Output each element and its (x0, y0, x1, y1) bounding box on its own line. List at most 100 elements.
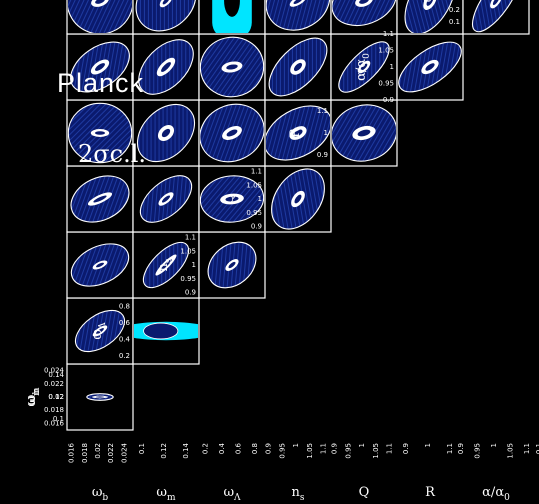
y-tick-label: 1.05 (378, 47, 394, 55)
x-tick-label: 1.05 (507, 443, 515, 459)
center-contour (425, 63, 435, 71)
center-contour (160, 259, 172, 271)
panel-wm-ns (132, 231, 200, 299)
panel-Q-tau (330, 0, 398, 35)
center-contour (359, 0, 369, 4)
y-tick-label: 0.6 (119, 319, 131, 327)
panel-ns-a (264, 33, 332, 101)
center-contour (226, 129, 238, 137)
panel-R-tau (396, 0, 464, 35)
y-tick-label: 0.9 (185, 289, 196, 297)
x-axis-label-ns: ns (292, 485, 305, 503)
x-tick-label: 1 (424, 443, 432, 447)
y-tick-label: 0.9 (317, 151, 328, 159)
y-tick-label: 0.14 (48, 371, 64, 379)
center-contour (93, 195, 107, 203)
y-tick-label: 0.95 (180, 275, 196, 283)
center-contour (95, 396, 105, 398)
center-contour (357, 129, 371, 137)
chart-title: Planck (57, 68, 145, 98)
y-tick-label: 1.1 (383, 30, 394, 38)
y-tick-label: 1 (324, 129, 328, 137)
x-tick-label: 0.016 (68, 442, 76, 463)
chart-subtitle: 2σc.l. (78, 140, 147, 168)
panel-wb-wm (66, 363, 134, 431)
center-contour (293, 0, 303, 4)
center-contour (162, 0, 170, 5)
y-tick-label: 1.1 (185, 234, 196, 242)
y-tick-label: 0.024 (44, 367, 65, 375)
y-axis-label-a: α/α0 (354, 53, 372, 81)
panel-wm-wL (132, 297, 200, 365)
y-tick-label: 1 (390, 63, 394, 71)
panel-ns-R (264, 99, 332, 167)
x-tick-label: 1.1 (386, 443, 394, 454)
y-tick-label: 1 (258, 195, 262, 203)
y-tick-label: 0.1 (53, 415, 64, 423)
x-tick-label: 0.6 (234, 442, 242, 454)
panel-R-a (396, 33, 464, 101)
panel-wL-a (198, 33, 266, 101)
panel-wb-R (66, 99, 134, 167)
panel-wm-a (132, 33, 200, 101)
center-contour (360, 63, 368, 71)
center-contour (161, 128, 171, 138)
y-tick-label: 0.016 (44, 419, 65, 427)
x-tick-label: 0.2 (201, 443, 209, 454)
center-contour (293, 129, 303, 137)
x-tick-label: 1.1 (320, 443, 328, 454)
x-tick-label: 0.9 (457, 443, 465, 454)
center-contour (96, 262, 104, 268)
x-tick-label: 0.14 (182, 442, 190, 458)
center-contour (225, 196, 239, 202)
x-tick-label: 0.018 (81, 443, 89, 463)
x-tick-label: 0.1 (138, 443, 146, 454)
y-tick-label: 1 (192, 261, 196, 269)
x-tick-label: 0.9 (331, 443, 339, 454)
x-tick-label: 0.9 (265, 443, 273, 454)
y-tick-label: 0.9 (251, 223, 262, 231)
y-tick-label: 0.4 (119, 335, 131, 343)
x-tick-label: 1.1 (523, 443, 531, 454)
panel-Q-a (330, 33, 398, 101)
x-tick-label: 0.8 (251, 443, 259, 454)
y-tick-label: 1.05 (180, 247, 196, 255)
y-axis-label-Q: Q (222, 194, 237, 205)
x-tick-label: 1 (490, 443, 498, 447)
x-axis-label-wm: ωm (156, 485, 176, 503)
x-tick-label: 1.1 (446, 443, 454, 454)
x-axis-label-R: R (425, 485, 436, 500)
panel-Q-R (330, 99, 398, 167)
y-tick-label: 0.95 (378, 80, 394, 88)
panel-wm-Q (132, 165, 200, 233)
center-contour (161, 195, 171, 203)
x-tick-label: 0.1 (535, 443, 539, 454)
y-tick-label: 0.02 (48, 393, 64, 401)
x-axis-label-Q: Q (359, 485, 370, 500)
center-contour (426, 0, 434, 6)
center-contour (95, 0, 105, 4)
y-tick-label: 0.95 (246, 209, 262, 217)
axis-labels: 0.016 0.018 0.02 0.022 0.024 0.1 0.12 0.14 0.2 0.… (24, 0, 539, 503)
y-axis-label-R: R (288, 127, 303, 138)
y-axis-label-tau: τ (420, 0, 435, 5)
x-tick-label: 0.12 (160, 443, 168, 459)
y-tick-label: 0.3 (449, 0, 460, 2)
x-tick-label: 1.05 (306, 443, 314, 459)
panel-ns-Q (264, 165, 332, 233)
panel-grid (66, 0, 530, 431)
panel-wL-Q (198, 165, 266, 233)
panel-wL-tau (198, 0, 266, 35)
core-ellipse (224, 0, 240, 17)
x-tick-label: 1.05 (372, 443, 380, 459)
panel-wb-tau (66, 0, 134, 35)
center-contour (161, 62, 171, 72)
y-tick-label: 0.12 (48, 393, 64, 401)
y-axis-label-wm: ωm (24, 387, 42, 407)
y-tick-label: 1.1 (251, 168, 262, 176)
x-axis-label-a: α/α0 (482, 485, 510, 503)
center-contour (294, 194, 302, 204)
x-tick-label: 0.02 (94, 443, 102, 459)
panel-wL-R (198, 99, 266, 167)
